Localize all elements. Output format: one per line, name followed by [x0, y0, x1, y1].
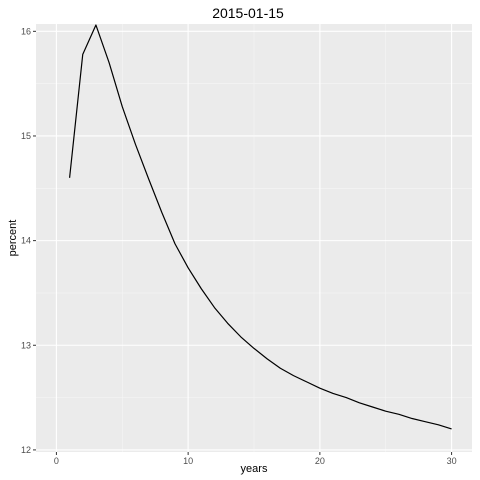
- y-axis: 12 13 14 15 16: [21, 26, 36, 455]
- y-tick-label: 14: [21, 236, 31, 246]
- series-line: [68, 24, 452, 430]
- x-tick-label: 10: [183, 456, 193, 466]
- y-tick-label: 12: [21, 445, 31, 455]
- x-axis: 0 10 20 30: [54, 452, 457, 466]
- x-tick-label: 0: [54, 456, 59, 466]
- y-tick-label: 15: [21, 131, 31, 141]
- minor-gridlines: [36, 24, 472, 452]
- x-axis-title: years: [241, 463, 268, 475]
- series-layer: [68, 24, 452, 430]
- x-tick-label: 20: [315, 456, 325, 466]
- y-tick-label: 16: [21, 26, 31, 36]
- major-gridlines: [36, 24, 472, 452]
- x-tick-label: 30: [447, 456, 457, 466]
- y-axis-title: percent: [7, 220, 19, 257]
- chart-title: 2015-01-15: [212, 5, 284, 21]
- y-tick-label: 13: [21, 340, 31, 350]
